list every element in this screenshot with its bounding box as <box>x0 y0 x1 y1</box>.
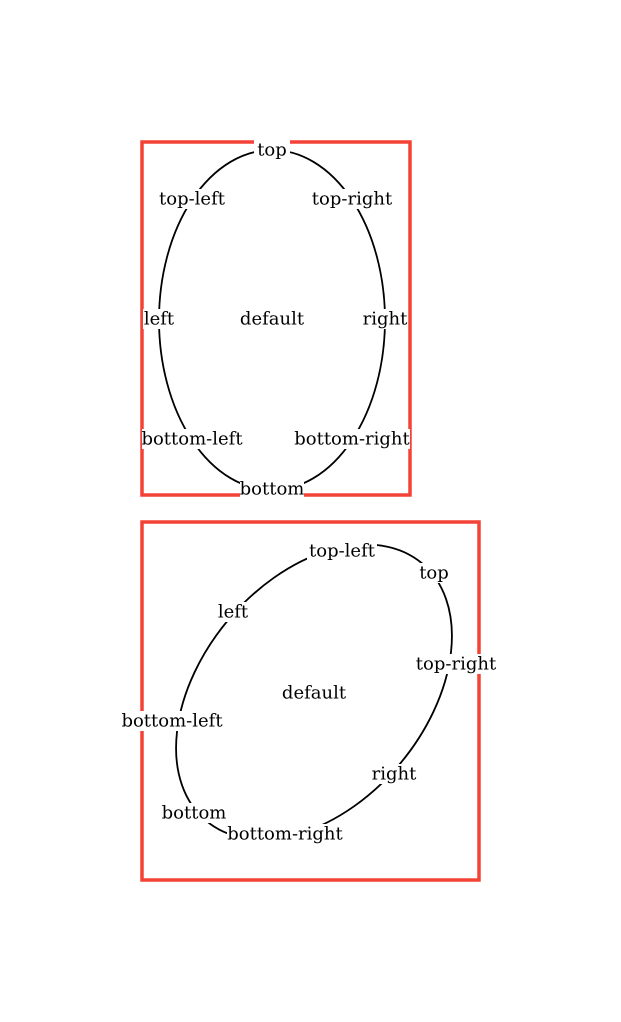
figure-upright-ellipse: top top-left top-right left default righ… <box>140 140 412 500</box>
label-bottom-left: bottom-left <box>141 429 243 450</box>
svg-text:top-right: top-right <box>312 189 393 210</box>
svg-text:top-right: top-right <box>416 654 497 675</box>
label-right-2: right <box>371 764 417 785</box>
label-bottom-left-2: bottom-left <box>121 711 223 732</box>
svg-text:bottom-left: bottom-left <box>141 429 243 450</box>
svg-text:right: right <box>372 764 417 785</box>
svg-text:left: left <box>144 309 175 330</box>
label-bottom-2: bottom <box>162 803 227 824</box>
svg-text:bottom-right: bottom-right <box>294 429 410 450</box>
label-bottom-right: bottom-right <box>294 429 411 450</box>
svg-text:left: left <box>218 602 249 623</box>
label-bottom-right-2: bottom-right <box>227 824 344 845</box>
label-top-left: top-left <box>157 189 227 210</box>
label-right: right <box>362 309 408 330</box>
label-default: default <box>240 309 305 330</box>
label-left: left <box>143 309 175 330</box>
svg-text:bottom: bottom <box>240 479 305 500</box>
frame-box-2 <box>140 520 481 882</box>
svg-text:top: top <box>257 140 287 161</box>
label-top-2: top <box>416 563 452 584</box>
svg-text:default: default <box>282 683 347 704</box>
label-top: top <box>254 140 290 161</box>
label-top-right-2: top-right <box>413 654 499 675</box>
svg-text:right: right <box>363 309 408 330</box>
label-default-2: default <box>282 683 347 704</box>
svg-text:default: default <box>240 309 305 330</box>
figure-rotated-ellipse: top-left top left top-right default bott… <box>121 520 499 882</box>
label-top-right: top-right <box>309 189 395 210</box>
svg-text:top-left: top-left <box>309 541 376 562</box>
label-bottom: bottom <box>240 479 305 500</box>
label-top-left-2: top-left <box>307 541 377 562</box>
svg-text:bottom: bottom <box>162 803 227 824</box>
label-left-2: left <box>217 602 249 623</box>
svg-text:bottom-left: bottom-left <box>121 711 223 732</box>
svg-text:top: top <box>419 563 449 584</box>
svg-text:top-left: top-left <box>159 189 226 210</box>
svg-text:bottom-right: bottom-right <box>227 824 343 845</box>
